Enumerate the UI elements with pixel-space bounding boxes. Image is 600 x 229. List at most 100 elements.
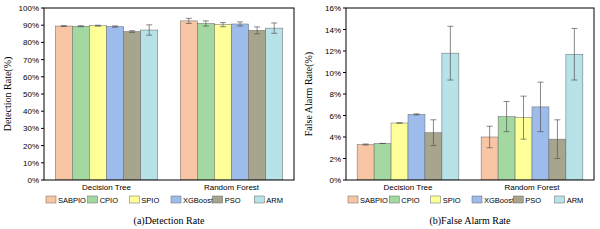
y-tick [41, 59, 44, 60]
error-cap [521, 139, 527, 140]
error-cap [112, 27, 118, 28]
y-tick [343, 94, 346, 95]
y-tick [343, 51, 346, 52]
bar [357, 145, 374, 180]
error-cap [254, 26, 260, 27]
subtitle: (b)False Alarm Rate [429, 215, 511, 227]
error-bar [203, 21, 209, 26]
y-tick [41, 8, 44, 9]
y-tick [343, 115, 346, 116]
error-bar [220, 23, 226, 27]
y-tick [41, 180, 44, 181]
error-cap [537, 131, 543, 132]
error-bar [363, 144, 369, 145]
chart-panel: 0%10%20%30%40%50%60%70%80%90%100%Decisio… [2, 4, 294, 227]
error-bar [61, 26, 67, 27]
legend-label: SABPIO [360, 196, 388, 205]
plot-frame [44, 8, 294, 180]
error-line [222, 23, 223, 27]
y-tick-label: 14% [325, 26, 341, 35]
y-tick-label: 100% [19, 4, 39, 13]
legend-swatch [213, 196, 223, 203]
legend: SABPIOCPIOSPIOXGBoostPSOARM [348, 196, 583, 205]
error-cap [447, 26, 453, 27]
plot-frame [346, 8, 594, 180]
legend-swatch [472, 196, 482, 203]
legend-swatch [348, 196, 358, 203]
error-cap [237, 26, 243, 27]
legend-swatch [513, 196, 523, 203]
error-cap [397, 123, 403, 124]
error-cap [537, 82, 543, 83]
error-bar [95, 25, 101, 26]
bar [89, 26, 106, 180]
legend-swatch [254, 196, 264, 203]
y-tick-label: 60% [23, 73, 39, 82]
legend-label: PSO [525, 196, 541, 205]
legend-swatch [431, 196, 441, 203]
legend-swatch [46, 196, 56, 203]
error-bar [237, 22, 243, 26]
error-bar [380, 143, 386, 144]
error-bar [521, 96, 527, 139]
error-cap [363, 145, 369, 146]
y-tick [343, 8, 346, 9]
legend-swatch [88, 196, 98, 203]
error-bar [186, 18, 192, 23]
error-line [540, 82, 541, 131]
legend: SABPIOCPIOSPIOXGBoostPSOARM [46, 196, 283, 205]
legend-swatch [389, 196, 399, 203]
error-cap [487, 147, 493, 148]
error-cap [129, 32, 135, 33]
bar [391, 123, 408, 180]
error-cap [363, 143, 369, 144]
y-tick-label: 10% [23, 159, 39, 168]
error-bar [537, 82, 543, 131]
error-cap [129, 30, 135, 31]
y-tick-label: 4% [329, 133, 341, 142]
error-cap [112, 25, 118, 26]
y-tick [41, 162, 44, 163]
error-cap [186, 18, 192, 19]
chart-panel: 0%2%4%6%8%10%12%14%16%Decision TreeRando… [303, 4, 594, 227]
bar [197, 23, 214, 180]
error-bar [571, 28, 577, 80]
error-line [149, 25, 150, 35]
error-bar [487, 126, 493, 148]
error-cap [430, 119, 436, 120]
y-tick-label: 50% [23, 90, 39, 99]
error-cap [220, 22, 226, 23]
bar [180, 21, 197, 180]
error-cap [220, 26, 226, 27]
y-tick [343, 180, 346, 181]
error-line [489, 126, 490, 148]
error-cap [186, 23, 192, 24]
bar [408, 114, 425, 180]
error-cap [487, 126, 493, 127]
error-line [257, 27, 258, 34]
bar [107, 27, 124, 180]
legend-label: ARM [567, 196, 584, 205]
marks [357, 26, 583, 180]
x-tick-label: Random Forest [504, 183, 560, 192]
y-tick-label: 30% [23, 124, 39, 133]
error-cap [271, 22, 277, 23]
y-tick [41, 128, 44, 129]
y-tick [41, 25, 44, 26]
y-tick-label: 10% [325, 69, 341, 78]
error-cap [146, 24, 152, 25]
error-line [557, 120, 558, 159]
bar [249, 30, 266, 180]
error-line [523, 96, 524, 139]
error-bar [504, 102, 510, 132]
error-cap [95, 25, 101, 26]
error-cap [95, 26, 101, 27]
bar [214, 25, 231, 180]
x-tick-label: Decision Tree [82, 183, 131, 192]
y-tick-label: 6% [329, 112, 341, 121]
y-tick-label: 80% [23, 38, 39, 47]
subtitle: (a)Detection Rate [134, 215, 205, 227]
error-cap [78, 26, 84, 27]
x-tick-label: Random Forest [204, 183, 260, 192]
legend-label: XGBoost [484, 196, 515, 205]
